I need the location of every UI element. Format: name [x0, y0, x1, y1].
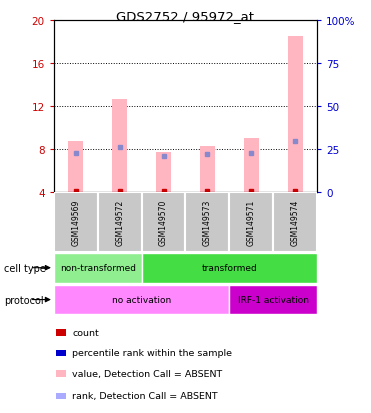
Bar — [200, 147, 215, 192]
Bar — [186, 192, 229, 252]
Text: GSM149572: GSM149572 — [115, 199, 124, 245]
Text: GSM149574: GSM149574 — [291, 199, 300, 245]
Bar — [229, 192, 273, 252]
Text: GSM149570: GSM149570 — [159, 199, 168, 245]
Text: cell type: cell type — [4, 263, 46, 273]
Text: GSM149569: GSM149569 — [71, 199, 80, 245]
Text: value, Detection Call = ABSENT: value, Detection Call = ABSENT — [72, 369, 223, 378]
Bar — [68, 142, 83, 192]
Bar — [56, 330, 66, 336]
Text: count: count — [72, 328, 99, 337]
Text: IRF-1 activation: IRF-1 activation — [238, 295, 309, 304]
Bar — [273, 192, 317, 252]
Text: rank, Detection Call = ABSENT: rank, Detection Call = ABSENT — [72, 392, 218, 400]
Text: percentile rank within the sample: percentile rank within the sample — [72, 349, 232, 358]
Text: protocol: protocol — [4, 295, 43, 305]
Bar — [142, 192, 186, 252]
Bar — [54, 192, 98, 252]
Bar — [288, 37, 303, 192]
Bar — [244, 138, 259, 192]
Bar — [56, 350, 66, 356]
Bar — [56, 370, 66, 377]
Bar — [112, 100, 127, 192]
Bar — [56, 393, 66, 399]
Text: GSM149571: GSM149571 — [247, 199, 256, 245]
Bar — [229, 285, 317, 315]
Bar — [54, 253, 142, 283]
Bar — [54, 285, 229, 315]
Text: no activation: no activation — [112, 295, 171, 304]
Text: GSM149573: GSM149573 — [203, 199, 212, 245]
Bar — [156, 152, 171, 192]
Text: transformed: transformed — [201, 263, 257, 273]
Bar — [142, 253, 317, 283]
Text: GDS2752 / 95972_at: GDS2752 / 95972_at — [116, 10, 255, 23]
Bar — [98, 192, 142, 252]
Text: non-transformed: non-transformed — [60, 263, 136, 273]
